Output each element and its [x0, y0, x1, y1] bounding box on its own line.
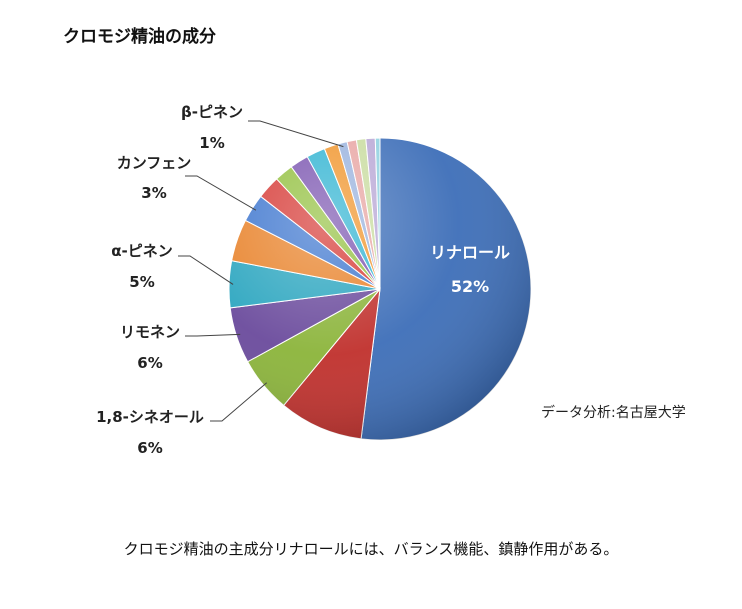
slice-percent-label: 6% [137, 439, 162, 457]
slice-percent-label: 3% [141, 184, 166, 202]
data-source-note: データ分析:名古屋大学 [541, 405, 686, 421]
slice-label: リモネン [120, 323, 180, 341]
slice-percent-label: 1% [199, 134, 224, 152]
slice-label: 1,8-シネオール [96, 408, 204, 426]
leader-line [185, 175, 257, 211]
slice-label: カンフェン [117, 154, 192, 172]
slice-label: リナロール [430, 243, 510, 262]
slice-label: β-ピネン [181, 103, 243, 121]
leader-line [178, 255, 234, 285]
slice-percent-label: 6% [137, 354, 162, 372]
slice-label: α-ピネン [111, 242, 173, 260]
slice-percent-label: 52% [451, 277, 489, 296]
leader-line [185, 333, 241, 337]
pie-slice-リナロール [360, 137, 532, 441]
slice-percent-label: 5% [129, 273, 154, 291]
chart-title: クロモジ精油の成分 [63, 27, 216, 47]
leader-line [248, 120, 344, 148]
caption-text: クロモジ精油の主成分リナロールには、バランス機能、鎮静作用がある。 [123, 540, 619, 558]
leader-line [210, 382, 268, 422]
